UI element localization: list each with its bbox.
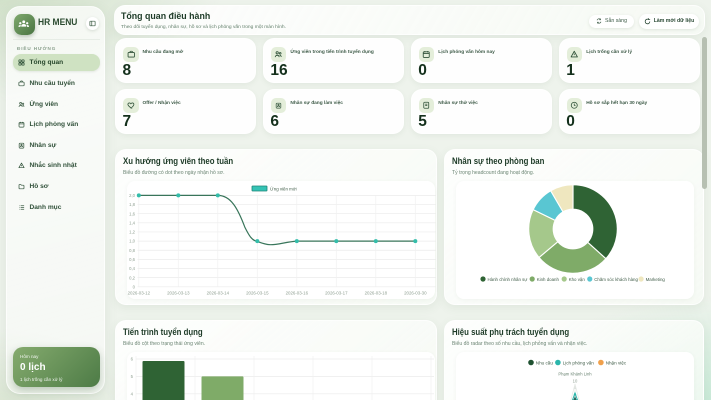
svg-text:Lịch phỏng vấn: Lịch phỏng vấn bbox=[563, 359, 595, 365]
svg-text:6: 6 bbox=[131, 357, 134, 362]
svg-text:Kinh doanh: Kinh doanh bbox=[537, 277, 560, 282]
svg-text:0,4: 0,4 bbox=[129, 266, 135, 271]
svg-text:2026-03-12: 2026-03-12 bbox=[128, 290, 151, 295]
svg-text:Nhận việc: Nhận việc bbox=[606, 360, 627, 365]
svg-text:0,6: 0,6 bbox=[129, 257, 135, 262]
svg-text:2026-03-15: 2026-03-15 bbox=[246, 290, 269, 295]
svg-text:2026-03-16: 2026-03-16 bbox=[286, 290, 309, 295]
svg-text:2,0: 2,0 bbox=[129, 193, 135, 198]
svg-text:Nhu cầu: Nhu cầu bbox=[536, 360, 554, 365]
svg-text:Phạm Khánh Linh: Phạm Khánh Linh bbox=[558, 372, 592, 377]
svg-text:0: 0 bbox=[133, 284, 136, 289]
svg-text:1,2: 1,2 bbox=[129, 230, 135, 235]
svg-text:Kho vận: Kho vận bbox=[569, 277, 586, 282]
svg-text:1,4: 1,4 bbox=[129, 220, 135, 225]
svg-text:4: 4 bbox=[131, 391, 134, 396]
svg-text:5: 5 bbox=[131, 374, 134, 379]
svg-text:Marketing: Marketing bbox=[646, 277, 666, 282]
svg-text:Chăm sóc khách hàng: Chăm sóc khách hàng bbox=[594, 277, 638, 282]
svg-text:2026-03-13: 2026-03-13 bbox=[167, 290, 190, 295]
svg-text:1,0: 1,0 bbox=[129, 239, 135, 244]
svg-text:0,2: 0,2 bbox=[129, 275, 135, 280]
svg-text:2026-03-14: 2026-03-14 bbox=[207, 290, 230, 295]
svg-text:10: 10 bbox=[573, 379, 578, 384]
svg-text:2026-03-18: 2026-03-18 bbox=[365, 290, 388, 295]
svg-text:1,6: 1,6 bbox=[129, 211, 135, 216]
svg-text:2026-03-30: 2026-03-30 bbox=[404, 290, 427, 295]
svg-text:Ứng viên mới: Ứng viên mới bbox=[270, 186, 297, 191]
svg-text:2026-03-17: 2026-03-17 bbox=[325, 290, 348, 295]
svg-text:1,8: 1,8 bbox=[129, 202, 135, 207]
svg-text:0,8: 0,8 bbox=[129, 248, 135, 253]
svg-text:Hành chính nhân sự: Hành chính nhân sự bbox=[488, 277, 528, 282]
